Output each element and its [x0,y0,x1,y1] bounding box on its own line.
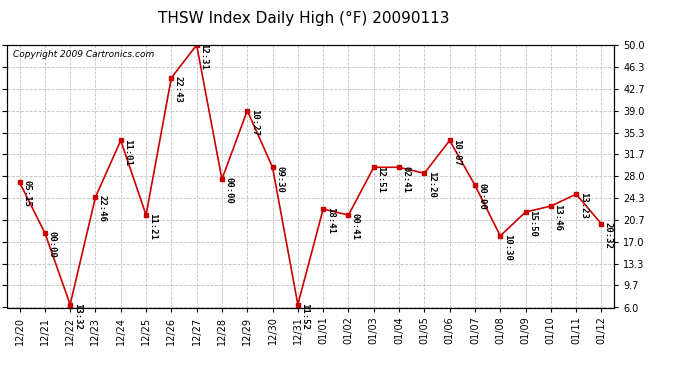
Text: 20:32: 20:32 [604,222,613,249]
Text: 13:32: 13:32 [72,303,81,330]
Text: 13:46: 13:46 [553,204,562,231]
Text: 00:00: 00:00 [224,177,233,204]
Text: 15:50: 15:50 [528,210,537,237]
Text: 10:30: 10:30 [503,234,512,261]
Text: 11:01: 11:01 [124,139,132,165]
Text: 10:07: 10:07 [452,139,461,165]
Text: 11:21: 11:21 [148,213,157,240]
Text: 09:30: 09:30 [275,165,284,192]
Text: Copyright 2009 Cartronics.com: Copyright 2009 Cartronics.com [13,50,155,59]
Text: 18:41: 18:41 [326,207,335,234]
Text: 00:41: 00:41 [351,213,360,240]
Text: 10:27: 10:27 [250,109,259,136]
Text: 12:31: 12:31 [199,43,208,70]
Text: 05:15: 05:15 [22,180,31,207]
Text: THSW Index Daily High (°F) 20090113: THSW Index Daily High (°F) 20090113 [158,11,449,26]
Text: 22:46: 22:46 [98,195,107,222]
Text: 12:51: 12:51 [376,165,385,192]
Text: 02:41: 02:41 [402,165,411,192]
Text: 00:00: 00:00 [48,231,57,258]
Text: 11:52: 11:52 [300,303,309,330]
Text: 00:00: 00:00 [477,183,486,210]
Text: 22:43: 22:43 [174,76,183,103]
Text: 12:20: 12:20 [427,171,436,198]
Text: 13:23: 13:23 [579,192,588,219]
